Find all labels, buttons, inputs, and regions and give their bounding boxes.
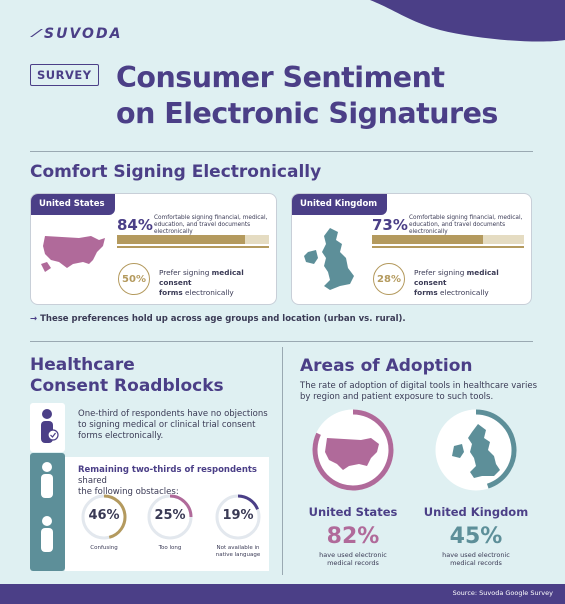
obstacle-pct: 25% (154, 508, 186, 523)
people-two-thirds-panel (30, 453, 65, 571)
uk-comfort-pct: 73% (372, 216, 408, 234)
obstacle-arc (103, 494, 127, 539)
obstacles-panel (65, 457, 269, 571)
obstacle-arc (169, 494, 193, 518)
uk-comfort-bar-fill (372, 235, 483, 244)
page-title: Consumer Sentiment on Electronic Signatu… (116, 61, 498, 130)
adoption-pct: 82% (326, 524, 380, 549)
obstacle-arc (237, 494, 259, 510)
uk-comfort-card: United Kingdom 73% Comfortable signing f… (291, 193, 532, 305)
uk-pref-text: Prefer signing medical consent forms ele… (414, 268, 499, 297)
adoption-desc-text: have used electronic medical records (319, 551, 387, 567)
us-comfort-bar (117, 235, 269, 244)
obstacle-pct: 46% (88, 508, 120, 523)
survey-badge: SURVEY (30, 64, 99, 86)
divider (30, 151, 533, 152)
us-comfort-bar-fill (117, 235, 245, 244)
adoption-desc: The rate of adoption of digital tools in… (300, 381, 538, 402)
card-tab-uk: United Kingdom (292, 194, 388, 215)
adoption-donut (312, 409, 394, 491)
obstacle-donut (147, 494, 193, 540)
uk-comfort-bar (372, 235, 524, 244)
us-comfort-desc: Comfortable signing financial, medical, … (154, 215, 268, 236)
uk-map-icon (304, 228, 354, 290)
us-map-icon (325, 438, 379, 470)
us-comfort-pct: 84% (117, 216, 153, 234)
roadblocks-heading: Healthcare Consent Roadblocks (30, 355, 224, 396)
obstacle-label: Confusing (90, 545, 118, 551)
comfort-note: → These preferences hold up across age g… (30, 314, 406, 324)
adoption-heading: Areas of Adoption (300, 356, 473, 376)
us-pref-text: Prefer signing medical consent forms ele… (159, 268, 244, 297)
adoption-arc (475, 409, 517, 489)
card-tab-us: United States (31, 194, 115, 215)
adoption-country: United States (308, 505, 398, 519)
obstacle-donut (81, 494, 127, 540)
uk-bar-underline (372, 246, 524, 248)
uk-comfort-desc: Comfortable signing financial, medical, … (409, 215, 523, 236)
obstacle-donut (215, 494, 261, 540)
us-comfort-card: United States 84% Comfortable signing fi… (30, 193, 277, 305)
adoption-desc-text: have used electronic medical records (442, 551, 510, 567)
obstacle-label: Not available in native language (215, 545, 261, 558)
person-one-third-panel (30, 403, 65, 452)
header-wave-shape (370, 0, 565, 42)
obstacle-label: Too long (158, 545, 182, 551)
divider (30, 341, 533, 342)
arrow-right-icon: → (30, 314, 38, 324)
two-thirds-text: Remaining two-thirds of respondents shar… (78, 465, 257, 497)
footer-bar: Source: Suvoda Google Survey (0, 584, 565, 604)
one-third-text: One-third of respondents have no objecti… (78, 409, 268, 441)
source-note: Source: Suvoda Google Survey (452, 589, 553, 597)
adoption-arc (312, 409, 394, 491)
adoption-country: United Kingdom (423, 505, 529, 519)
adoption-pct: 45% (449, 524, 503, 549)
obstacle-pct: 19% (222, 508, 254, 523)
logo-mark-icon (30, 29, 43, 37)
person-check-icon (41, 409, 59, 443)
uk-map-icon (452, 424, 500, 478)
adoption-donut (435, 409, 517, 491)
comfort-heading: Comfort Signing Electronically (30, 162, 322, 182)
us-bar-underline (117, 246, 269, 248)
vertical-divider (282, 347, 283, 575)
us-map-icon (41, 236, 105, 272)
brand-logo: SUVODA (30, 26, 122, 42)
us-pref-circle: 50% (118, 263, 150, 295)
uk-pref-circle: 28% (373, 263, 405, 295)
people-icon (41, 462, 53, 552)
